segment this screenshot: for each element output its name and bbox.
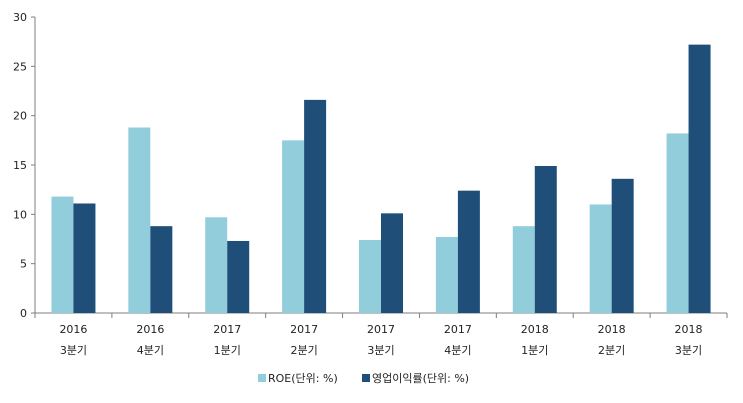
bar-roe bbox=[51, 196, 74, 313]
x-tick-label-quarter: 4분기 bbox=[444, 344, 471, 357]
bar-roe bbox=[128, 127, 151, 313]
x-tick-label-year: 2017 bbox=[213, 323, 241, 336]
x-tick-label-year: 2016 bbox=[136, 323, 164, 336]
x-tick-label-quarter: 3분기 bbox=[367, 344, 394, 357]
y-tick-label: 0 bbox=[20, 307, 27, 320]
bars-layer bbox=[51, 44, 711, 313]
bar-operating-margin bbox=[73, 203, 96, 313]
x-tick-label-quarter: 3분기 bbox=[60, 344, 87, 357]
x-tick-label-year: 2017 bbox=[290, 323, 318, 336]
bar-roe bbox=[589, 204, 612, 313]
x-tick-label-year: 2018 bbox=[598, 323, 626, 336]
x-tick-label-year: 2017 bbox=[444, 323, 472, 336]
bar-roe bbox=[359, 239, 381, 313]
x-tick-label-quarter: 2분기 bbox=[598, 344, 625, 357]
y-tick-label: 25 bbox=[13, 60, 27, 73]
y-tick-label: 15 bbox=[13, 159, 27, 172]
bar-roe bbox=[666, 133, 689, 313]
x-tick-label-year: 2017 bbox=[367, 323, 395, 336]
bar-operating-margin bbox=[611, 178, 634, 313]
y-tick-label: 30 bbox=[13, 11, 27, 24]
bar-operating-margin bbox=[381, 213, 403, 313]
legend-label: ROE(단위: %) bbox=[268, 372, 338, 385]
x-tick-label-year: 2016 bbox=[59, 323, 87, 336]
bar-operating-margin bbox=[688, 44, 711, 313]
bar-roe bbox=[205, 217, 228, 313]
x-tick-label-quarter: 1분기 bbox=[214, 344, 241, 357]
legend-label: 영업이익률(단위: %) bbox=[372, 372, 469, 385]
y-tick-label: 5 bbox=[20, 258, 27, 271]
x-tick-label-quarter: 2분기 bbox=[290, 344, 317, 357]
legend-swatch bbox=[258, 374, 266, 382]
x-tick-label-quarter: 3분기 bbox=[675, 344, 702, 357]
y-tick-label: 20 bbox=[13, 110, 27, 123]
bar-operating-margin bbox=[457, 190, 480, 313]
x-tick-label-quarter: 1분기 bbox=[521, 344, 548, 357]
legend-swatch bbox=[362, 374, 370, 382]
x-tick-label-year: 2018 bbox=[675, 323, 703, 336]
bar-operating-margin bbox=[534, 165, 557, 313]
legend: ROE(단위: %) 영업이익률(단위: %) bbox=[258, 372, 469, 385]
bar-operating-margin bbox=[304, 99, 327, 313]
bar-roe bbox=[282, 140, 305, 313]
bar-roe bbox=[512, 226, 535, 313]
x-tick-label-quarter: 4분기 bbox=[137, 344, 164, 357]
bar-operating-margin bbox=[150, 226, 173, 313]
bar-operating-margin bbox=[227, 240, 250, 313]
labels-layer: 0 5 10 15 20 25 30 2016 3분기 2016 4분기 2017 1분기 2017 2분기… bbox=[13, 11, 703, 357]
x-tick-label-year: 2018 bbox=[521, 323, 549, 336]
y-tick-label: 10 bbox=[13, 208, 27, 221]
bar-roe bbox=[435, 237, 458, 313]
